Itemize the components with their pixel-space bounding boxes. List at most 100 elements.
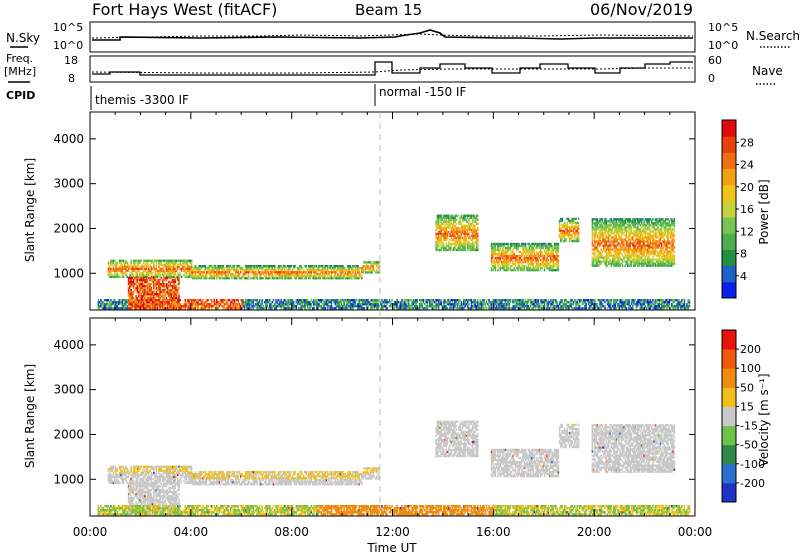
power-cell (668, 246, 671, 249)
power-cell (136, 271, 139, 275)
power-cell (304, 277, 306, 280)
power-cell (546, 250, 548, 254)
power-cell (450, 244, 453, 248)
power-cell (628, 234, 630, 237)
power-cell (647, 252, 649, 255)
power-cell (460, 248, 463, 252)
power-cell (304, 307, 306, 310)
power-cell (185, 271, 188, 275)
power-cell (625, 256, 628, 259)
power-cell (176, 299, 179, 302)
power-cell (595, 222, 597, 225)
power-cell (328, 301, 330, 304)
power-cell (108, 269, 111, 272)
power-cell (229, 307, 232, 310)
power-cell (108, 301, 111, 304)
power-cell (620, 220, 623, 223)
power-cell (663, 234, 666, 237)
power-cell (182, 263, 184, 266)
power-cell (314, 275, 316, 278)
power-cell (147, 297, 150, 300)
power-cell (619, 264, 621, 267)
power-cell (643, 224, 645, 227)
power-cell (275, 275, 277, 278)
power-cell (594, 242, 596, 245)
power-cell (175, 276, 178, 280)
power-cell (166, 288, 169, 292)
power-cell (558, 233, 561, 237)
power-cell (630, 236, 633, 239)
power-cell (297, 275, 300, 278)
power-cell (334, 264, 337, 268)
power-cell (659, 246, 662, 249)
power-cell (164, 299, 166, 302)
power-cell (200, 275, 203, 278)
power-cell (159, 290, 161, 294)
power-cell (658, 250, 661, 253)
power-cell (562, 229, 565, 233)
power-cell (300, 299, 303, 302)
power-cell (650, 258, 653, 261)
power-cell (281, 271, 284, 274)
power-cell (233, 307, 236, 310)
power-cell (205, 303, 208, 306)
power-cell (613, 220, 615, 223)
power-cell (610, 220, 613, 223)
power-cell (601, 224, 604, 227)
power-cell (131, 267, 134, 270)
power-cell (358, 305, 361, 308)
power-cell (635, 256, 638, 259)
power-cell (267, 277, 270, 280)
power-cell (473, 224, 475, 227)
power-cell (347, 275, 349, 278)
power-cell (352, 299, 354, 302)
power-cell (129, 299, 131, 302)
power-cell (320, 271, 323, 274)
power-cell (560, 235, 562, 239)
power-cell (437, 240, 440, 244)
power-cell (610, 260, 613, 263)
power-cell (323, 301, 325, 304)
power-cell (461, 228, 464, 232)
power-cell (653, 258, 655, 261)
power-cell (108, 275, 111, 279)
power-cell (262, 273, 265, 276)
power-cell (171, 275, 174, 279)
power-cell (543, 266, 546, 270)
power-cell (159, 275, 161, 279)
power-cell (159, 261, 161, 264)
power-cell (524, 258, 527, 262)
power-cell (236, 269, 238, 272)
power-cell (154, 269, 156, 272)
power-cell (135, 294, 137, 298)
power-cell (464, 214, 466, 217)
power-cell (615, 226, 618, 229)
power-cell (666, 226, 668, 229)
power-cell (173, 290, 175, 294)
power-cell (125, 265, 127, 268)
power-cell (233, 277, 236, 280)
power-cell (615, 222, 618, 225)
power-cell (129, 301, 131, 304)
power-cell (671, 262, 673, 265)
power-cell (362, 301, 364, 304)
power-cell (354, 303, 357, 306)
power-cell (611, 236, 614, 239)
power-cell (158, 297, 160, 300)
power-cell (668, 260, 671, 263)
power-cell (247, 264, 250, 268)
power-cell (639, 232, 642, 235)
power-cell (614, 264, 616, 267)
power-cell (348, 277, 350, 280)
power-cell (654, 240, 657, 243)
power-cell (366, 263, 368, 266)
power-cell (455, 214, 458, 217)
power-cell (383, 303, 386, 306)
power-cell (194, 266, 197, 270)
power-cell (284, 271, 286, 274)
power-cell (295, 275, 298, 278)
power-cell (645, 252, 648, 255)
power-cell (470, 238, 473, 242)
power-cell (247, 266, 250, 270)
power-cell (643, 264, 645, 267)
